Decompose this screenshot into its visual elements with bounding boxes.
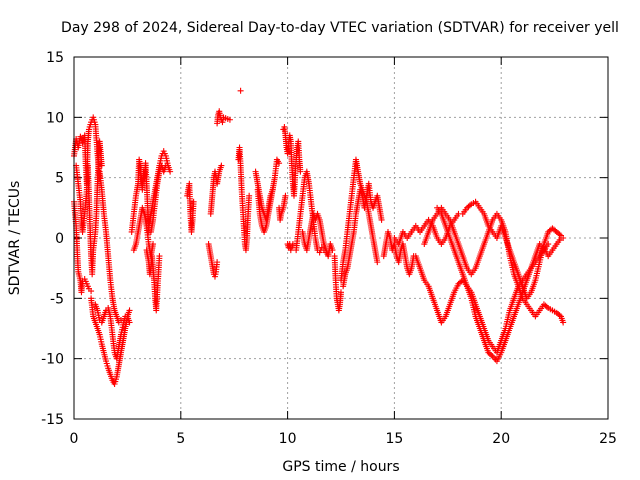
data-point	[190, 198, 197, 205]
data-point	[374, 259, 381, 266]
y-tick-label: 15	[46, 50, 64, 66]
data-point	[543, 303, 550, 310]
y-tick-label: 10	[46, 110, 64, 126]
data-point	[162, 162, 169, 169]
chart-title: Day 298 of 2024, Sidereal Day-to-day VTE…	[61, 20, 619, 36]
data-point	[246, 192, 253, 199]
data-point	[88, 288, 95, 295]
data-point	[126, 307, 133, 314]
plot-frame	[73, 56, 609, 420]
data-point	[560, 235, 567, 241]
data-point	[214, 259, 221, 266]
x-tick-label: 20	[492, 431, 510, 447]
data-point	[237, 87, 244, 94]
data-point	[117, 317, 124, 324]
x-tick-label: 15	[385, 431, 403, 447]
y-tick-label: -15	[41, 412, 64, 428]
data-point	[276, 160, 283, 167]
data-point	[556, 231, 563, 238]
x-tick-label: 25	[599, 431, 617, 447]
x-axis-label: GPS time / hours	[282, 459, 399, 475]
data-point	[150, 241, 157, 248]
x-tick-label: 10	[279, 431, 297, 447]
data-point	[329, 247, 336, 254]
data-points	[71, 87, 567, 388]
y-tick-label: -5	[50, 291, 64, 307]
data-point	[466, 202, 473, 209]
x-tick-label: 5	[176, 431, 185, 447]
y-tick-label: -10	[41, 352, 64, 368]
grid-lines	[74, 57, 608, 419]
data-point	[458, 278, 465, 285]
data-point	[98, 162, 105, 169]
y-axis-label: SDTVAR / TECUs	[7, 181, 23, 296]
data-point	[556, 312, 563, 319]
data-point	[289, 241, 296, 248]
x-tick-label: 0	[70, 431, 79, 447]
data-point	[156, 253, 163, 260]
data-point	[269, 186, 276, 193]
y-tick-label: 0	[55, 231, 64, 247]
data-point	[218, 162, 225, 169]
data-point	[378, 216, 385, 223]
data-point	[338, 289, 344, 296]
data-point	[226, 116, 233, 123]
data-point	[167, 168, 174, 175]
y-tick-label: 5	[55, 171, 64, 187]
data-point	[126, 319, 133, 326]
data-point	[560, 319, 567, 326]
data-point	[282, 192, 289, 199]
data-point	[297, 168, 304, 175]
data-point	[488, 352, 495, 359]
axis-ticks: 0 5 10 15 20 25 -15 -10 -5 0 5 10 15	[41, 50, 617, 447]
